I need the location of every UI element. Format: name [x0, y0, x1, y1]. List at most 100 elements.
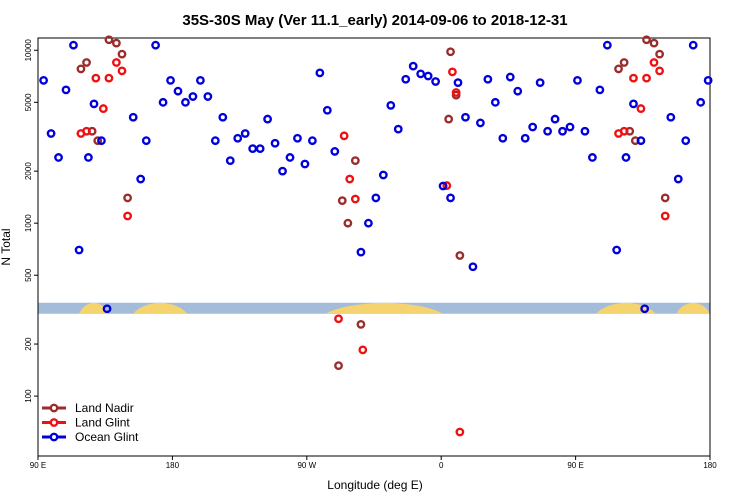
- land-glint-point: [334, 314, 343, 324]
- ocean-glint-point: [535, 78, 545, 88]
- land-span: [676, 302, 710, 314]
- ocean-glint-point: [393, 124, 403, 134]
- ocean-glint-point: [416, 69, 426, 79]
- ocean-glint-point: [136, 174, 146, 184]
- ocean-glint-point: [621, 153, 631, 162]
- ocean-glint-point: [74, 245, 84, 255]
- ocean-glint-point: [588, 153, 597, 162]
- ocean-glint-point: [550, 114, 560, 124]
- land-glint-point: [117, 66, 127, 76]
- land-nadir-point: [76, 64, 86, 74]
- land-nadir-point: [93, 136, 103, 146]
- ocean-glint-point: [128, 112, 138, 122]
- legend-marker-ocean-glint: [49, 432, 59, 442]
- ocean-glint-point: [293, 133, 302, 143]
- ocean-glint-point: [378, 170, 388, 180]
- ocean-glint-point: [573, 75, 582, 85]
- ocean-glint-point: [166, 75, 175, 85]
- ocean-glint-point: [565, 122, 575, 132]
- land-nadir-point: [343, 218, 353, 228]
- ocean-glint-point: [688, 40, 698, 50]
- ocean-glint-point: [54, 153, 63, 162]
- ocean-glint-point: [84, 153, 93, 162]
- ocean-glint-point: [285, 153, 295, 162]
- land-glint-point: [649, 58, 659, 67]
- ocean-glint-point: [703, 75, 713, 85]
- ocean-glint-point: [188, 92, 198, 101]
- legend-label-ocean-glint: Ocean Glint: [75, 430, 139, 444]
- land-nadir-point: [655, 49, 664, 59]
- ocean-glint-point: [363, 218, 373, 228]
- land-glint-point: [655, 66, 664, 76]
- land-nadir-point: [642, 35, 651, 45]
- ocean-glint-point: [278, 166, 287, 176]
- ocean-glint-point: [89, 99, 99, 109]
- ocean-glint-point: [513, 86, 523, 96]
- ocean-glint-point: [520, 133, 530, 143]
- ocean-glint-point: [490, 97, 500, 107]
- land-glint-point: [98, 104, 108, 113]
- ocean-glint-point: [210, 136, 220, 146]
- ocean-glint-point: [195, 75, 205, 85]
- ocean-glint-point: [141, 136, 151, 146]
- land-glint-point: [339, 131, 349, 141]
- land-span: [79, 302, 109, 314]
- land-nadir-point: [123, 193, 133, 203]
- x-tick-label: 90 W: [297, 461, 316, 470]
- ocean-glint-point: [423, 71, 433, 81]
- ocean-glint-point: [636, 136, 646, 146]
- y-tick-label: 100: [24, 389, 33, 403]
- land-nadir-point: [334, 361, 343, 371]
- ocean-glint-point: [356, 247, 366, 257]
- land-nadir-point: [337, 196, 347, 206]
- ocean-glint-point: [270, 138, 280, 148]
- ocean-glint-point: [225, 156, 235, 166]
- land-span: [133, 302, 188, 314]
- x-tick-label: 180: [703, 461, 717, 470]
- land-glint-point: [642, 73, 651, 83]
- legend-marker-land-glint: [49, 418, 59, 427]
- land-nadir-point: [660, 193, 670, 203]
- legend-label-land-nadir: Land Nadir: [75, 401, 134, 415]
- ocean-glint-point: [595, 85, 605, 95]
- land-nadir-point: [350, 156, 360, 166]
- x-axis-label: Longitude (deg E): [327, 478, 422, 492]
- land-glint-point: [345, 174, 355, 184]
- ocean-glint-point: [408, 61, 418, 71]
- land-glint-point: [104, 73, 114, 83]
- ocean-glint-point: [696, 97, 706, 107]
- ocean-glint-point: [602, 40, 612, 50]
- legend-label-land-glint: Land Glint: [75, 416, 130, 430]
- ocean-glint-point: [461, 112, 470, 122]
- plot-frame: [37, 37, 711, 457]
- land-nadir-point: [446, 47, 455, 57]
- land-glint-point: [660, 211, 670, 221]
- x-tick-label: 180: [166, 461, 180, 470]
- ocean-glint-point: [629, 99, 638, 109]
- ocean-glint-point: [263, 114, 272, 124]
- ocean-glint-point: [612, 245, 622, 255]
- ocean-glint-point: [681, 136, 691, 146]
- ocean-glint-point: [475, 118, 485, 128]
- y-tick-label: 500: [24, 268, 33, 282]
- land-nadir-point: [82, 58, 91, 67]
- land-glint-point: [629, 73, 638, 83]
- land-glint-point: [455, 427, 465, 437]
- ocean-glint-point: [61, 85, 71, 95]
- ocean-glint-point: [240, 129, 250, 138]
- land-glint-point: [451, 88, 461, 97]
- x-tick-label: 90 E: [567, 461, 583, 470]
- ocean-glint-point: [453, 78, 463, 88]
- ocean-glint-point: [483, 74, 493, 84]
- land-glint-point: [636, 104, 646, 113]
- ocean-glint-point: [580, 126, 590, 136]
- ocean-glint-point: [498, 133, 508, 143]
- land-nadir-point: [112, 38, 121, 48]
- land-glint-point: [358, 345, 368, 355]
- ocean-glint-point: [330, 147, 340, 156]
- ocean-glint-point: [233, 133, 243, 143]
- ocean-glint-point: [307, 136, 317, 146]
- ocean-glint-point: [543, 126, 552, 136]
- land-span: [325, 302, 444, 314]
- y-axis-label: N Total: [0, 228, 13, 265]
